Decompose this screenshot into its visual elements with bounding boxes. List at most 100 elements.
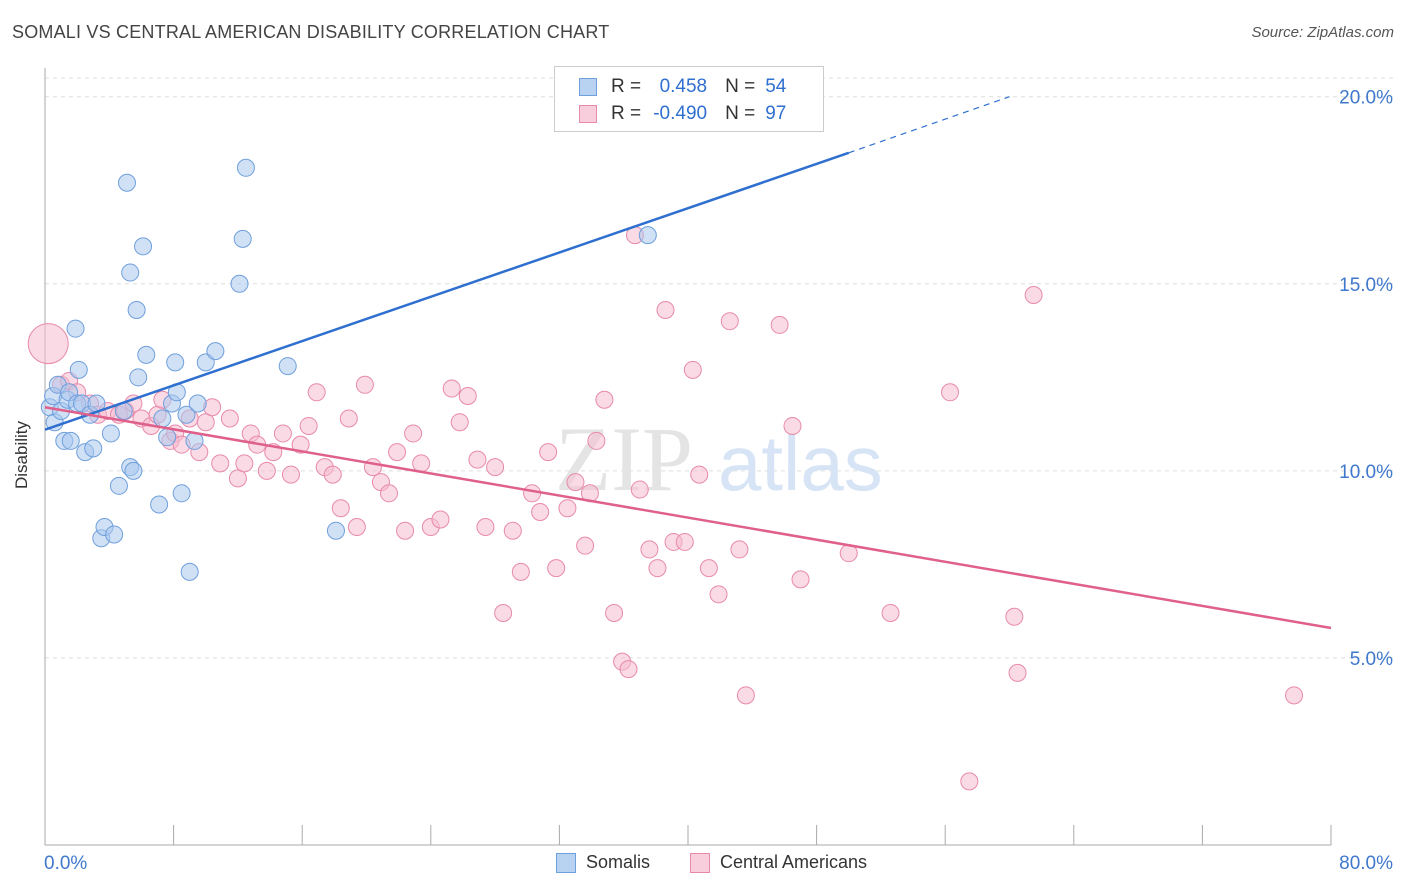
x-tick-label: 0.0% <box>44 853 87 874</box>
central-american-point <box>211 454 230 473</box>
central-american-point <box>881 604 900 623</box>
central-american-point <box>331 499 350 518</box>
central-american-point <box>791 570 810 589</box>
bottom-legend: Somalis Central Americans <box>0 852 1406 876</box>
somali-point <box>66 319 85 338</box>
central-american-point <box>547 559 566 578</box>
central-american-point <box>281 465 300 484</box>
central-american-point <box>396 521 415 540</box>
central-american-point <box>640 540 659 559</box>
central-american-point <box>960 772 979 791</box>
central-american-point <box>605 604 624 623</box>
legend-row-somalis: R = 0.458 N = 54 <box>579 73 786 101</box>
central-american-point <box>388 443 407 462</box>
somali-point <box>233 229 252 248</box>
legend-n-value: 97 <box>765 103 787 124</box>
bottom-legend-label-somalis: Somalis <box>586 852 651 872</box>
somali-point <box>150 495 169 514</box>
somali-point <box>121 263 140 282</box>
legend-r-label: R = <box>611 76 642 97</box>
somali-point <box>101 424 120 443</box>
central-american-point <box>941 383 960 402</box>
bottom-legend-label-central: Central Americans <box>720 852 868 872</box>
somali-trend-extension <box>848 96 1010 154</box>
central-american-point <box>404 424 423 443</box>
y-axis-label: Disability <box>12 420 31 490</box>
central-american-point <box>566 473 585 492</box>
bottom-legend-somalis: Somalis <box>556 852 650 873</box>
central-american-point <box>468 450 487 469</box>
central-american-point <box>675 532 694 551</box>
bottom-legend-swatch-somalis <box>556 852 576 873</box>
somali-point <box>84 439 103 458</box>
central-american-point <box>690 465 709 484</box>
y-tick-label: 10.0% <box>1339 462 1393 483</box>
legend-swatch-central-americans <box>579 105 597 123</box>
somali-point <box>105 525 124 544</box>
central-american-point <box>558 499 577 518</box>
central-american-point <box>339 409 358 428</box>
legend-r-label: R = <box>611 103 642 124</box>
legend-r-value: 0.458 <box>659 76 708 97</box>
watermark-zip: ZIP <box>555 408 693 510</box>
watermark: ZIP atlas <box>555 408 883 510</box>
y-tick-label: 20.0% <box>1339 88 1393 109</box>
central-american-point <box>1008 663 1027 682</box>
somali-point <box>137 345 156 364</box>
central-american-point <box>228 469 247 488</box>
central-american-point <box>307 383 326 402</box>
central-american-point <box>476 517 495 536</box>
central-american-point <box>709 585 728 604</box>
central-american-point <box>511 562 530 581</box>
somali-point <box>278 357 297 376</box>
legend-n-value: 54 <box>765 76 787 97</box>
somali-point <box>69 360 88 379</box>
somali-point <box>117 173 136 192</box>
somali-point <box>188 394 207 413</box>
central-american-point <box>656 300 675 319</box>
central-american-point <box>770 315 789 334</box>
central-american-point <box>458 387 477 406</box>
somali-point <box>109 476 128 495</box>
central-american-point <box>273 424 292 443</box>
somali-point <box>158 428 177 447</box>
bottom-legend-central-americans: Central Americans <box>690 852 867 873</box>
legend-n-label: N = <box>725 103 756 124</box>
central-american-point <box>363 458 382 477</box>
central-american-point <box>355 375 374 394</box>
central-american-trend-line <box>44 406 1332 630</box>
somali-point <box>134 237 153 256</box>
tick-labels: 5.0% 10.0% 15.0% 20.0% 0.0% 80.0% <box>44 88 1393 874</box>
central-american-point <box>539 443 558 462</box>
central-american-point <box>257 461 276 480</box>
central-american-point <box>299 416 318 435</box>
central-american-point <box>619 660 638 679</box>
central-american-point <box>720 312 739 331</box>
somali-points <box>40 158 657 581</box>
central-american-point <box>503 521 522 540</box>
somali-point <box>230 274 249 293</box>
central-american-point <box>450 413 469 432</box>
legend-row-central-americans: R = -0.490 N = 97 <box>579 100 786 128</box>
x-tick-label: 80.0% <box>1339 853 1393 874</box>
somali-point <box>124 461 143 480</box>
central-american-point <box>1024 286 1043 305</box>
central-american-point <box>1285 686 1304 705</box>
central-american-point <box>736 686 755 705</box>
watermark-atlas: atlas <box>718 419 883 507</box>
central-american-point <box>235 454 254 473</box>
central-american-point <box>523 484 542 503</box>
central-american-point <box>323 465 342 484</box>
central-american-points <box>27 226 1304 791</box>
central-american-point <box>291 435 310 454</box>
chart-title: SOMALI VS CENTRAL AMERICAN DISABILITY CO… <box>12 22 610 42</box>
legend-n-label: N = <box>725 76 756 97</box>
chart-source: Source: ZipAtlas.com <box>1251 24 1394 41</box>
central-american-point <box>412 454 431 473</box>
central-american-point <box>27 323 69 365</box>
somali-point <box>166 353 185 372</box>
central-american-point <box>630 480 649 499</box>
central-american-point <box>442 379 461 398</box>
somali-point <box>236 158 255 177</box>
